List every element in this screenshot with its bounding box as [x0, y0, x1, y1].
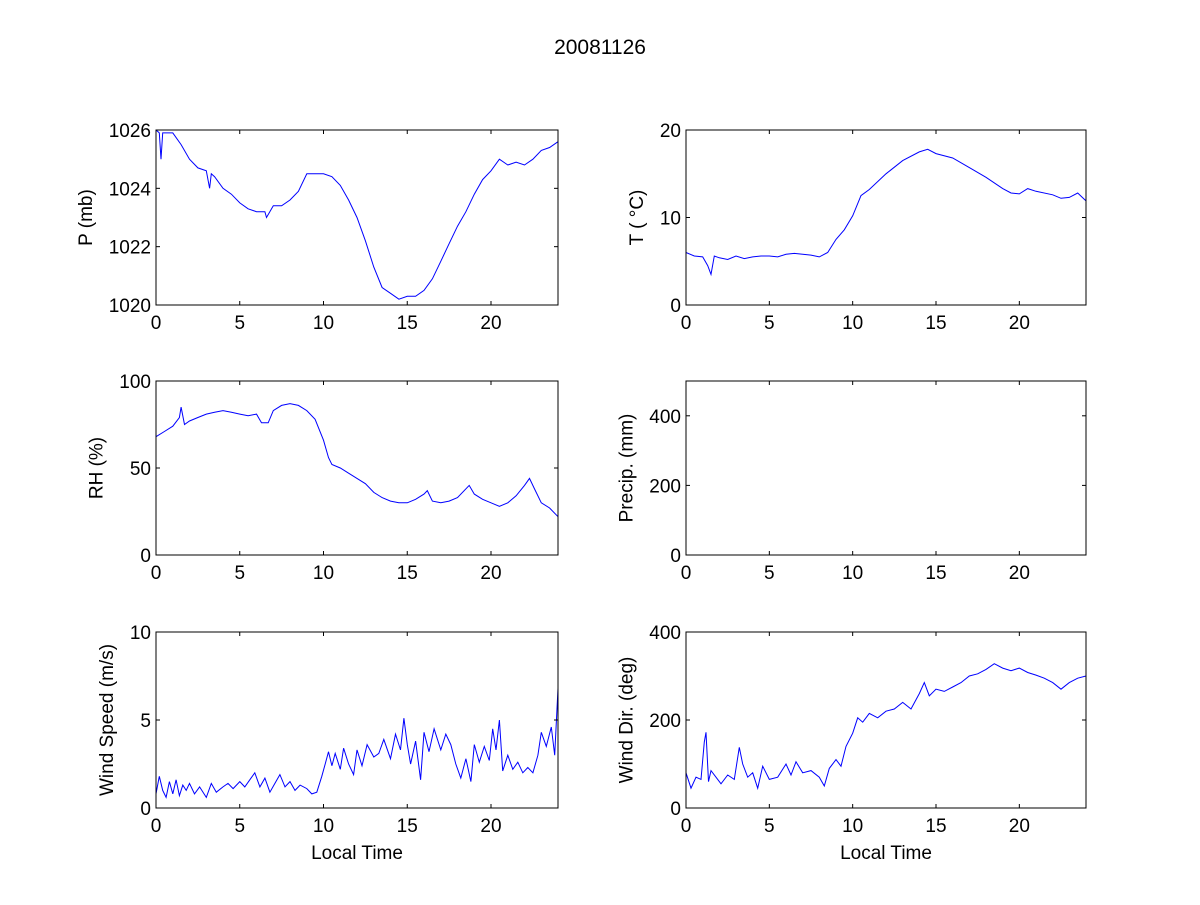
- axes-box: [155, 129, 559, 306]
- x-tick-label: 20: [1009, 816, 1030, 837]
- subplot-bottom-left: 0 5 10 15 20 0 5 10 Wind Speed (m/s) Local Time: [97, 623, 559, 864]
- data-line: [155, 403, 559, 518]
- x-tick-label: 10: [842, 816, 863, 837]
- y-tick-label: 0: [670, 296, 681, 317]
- y-axis-label: Wind Dir. (deg): [617, 657, 638, 784]
- x-tick-label: 20: [1009, 313, 1030, 334]
- x-tick-label: 0: [151, 816, 162, 837]
- y-tick-label: 50: [130, 459, 151, 480]
- x-tick-label: 10: [313, 816, 334, 837]
- x-tick-label: 20: [480, 816, 501, 837]
- data-line: [155, 129, 559, 300]
- x-tick-label: 20: [1009, 563, 1030, 584]
- y-tick-label: 10: [130, 623, 151, 644]
- x-tick-label: 15: [397, 816, 418, 837]
- x-tick-label: 10: [842, 563, 863, 584]
- y-tick-label: 0: [670, 546, 681, 567]
- y-tick-label: 0: [140, 799, 151, 820]
- x-tick-label: 5: [764, 313, 775, 334]
- y-axis-label: RH (%): [87, 437, 108, 499]
- x-tick-label: 5: [234, 313, 245, 334]
- data-line: [685, 663, 1087, 791]
- x-tick-label: 15: [397, 563, 418, 584]
- y-tick-label: 200: [649, 476, 681, 497]
- x-tick-label: 15: [925, 313, 946, 334]
- y-tick-label: 10: [660, 209, 681, 230]
- x-tick-label: 15: [397, 313, 418, 334]
- y-axis-label: Precip. (mm): [617, 414, 638, 523]
- x-tick-label: 10: [313, 313, 334, 334]
- x-tick-label: 0: [681, 816, 692, 837]
- x-tick-label: 15: [925, 563, 946, 584]
- x-tick-label: 20: [480, 313, 501, 334]
- y-tick-label: 20: [660, 121, 681, 142]
- y-tick-label: 0: [670, 799, 681, 820]
- figure-title: 20081126: [554, 36, 646, 59]
- x-tick-label: 0: [681, 313, 692, 334]
- y-axis-label: T ( °C): [627, 190, 648, 246]
- y-axis-label: P (mb): [76, 189, 97, 246]
- axes-box: [685, 380, 1087, 556]
- x-tick-label: 5: [764, 816, 775, 837]
- y-tick-label: 0: [140, 546, 151, 567]
- data-line: [685, 148, 1087, 277]
- y-tick-label: 100: [119, 372, 151, 393]
- subplot-top-left: 0 5 10 15 20 1020 1022 1024 1026 P (mb): [76, 121, 559, 334]
- x-tick-label: 20: [480, 563, 501, 584]
- x-tick-label: 10: [842, 313, 863, 334]
- subplot-middle-left: 0 5 10 15 20 0 50 100 RH (%): [87, 372, 559, 584]
- x-tick-label: 15: [925, 816, 946, 837]
- x-tick-label: 5: [764, 563, 775, 584]
- data-line: [155, 688, 559, 799]
- y-tick-label: 1020: [109, 296, 151, 317]
- subplot-top-right: 0 5 10 15 20 0 10 20 T ( °C): [627, 121, 1087, 334]
- y-tick-label: 400: [649, 623, 681, 644]
- x-tick-label: 0: [681, 563, 692, 584]
- y-tick-label: 1022: [109, 238, 151, 259]
- y-tick-label: 200: [649, 711, 681, 732]
- x-tick-label: 5: [234, 816, 245, 837]
- x-axis-label: Local Time: [311, 843, 403, 864]
- x-tick-label: 5: [234, 563, 245, 584]
- y-tick-label: 5: [140, 711, 151, 732]
- y-tick-label: 1026: [109, 121, 151, 142]
- y-tick-label: 400: [649, 407, 681, 428]
- x-tick-label: 0: [151, 313, 162, 334]
- y-tick-label: 1024: [109, 179, 152, 200]
- x-axis-label: Local Time: [840, 843, 932, 864]
- x-tick-label: 10: [313, 563, 334, 584]
- y-axis-label: Wind Speed (m/s): [97, 644, 118, 796]
- x-tick-label: 0: [151, 563, 162, 584]
